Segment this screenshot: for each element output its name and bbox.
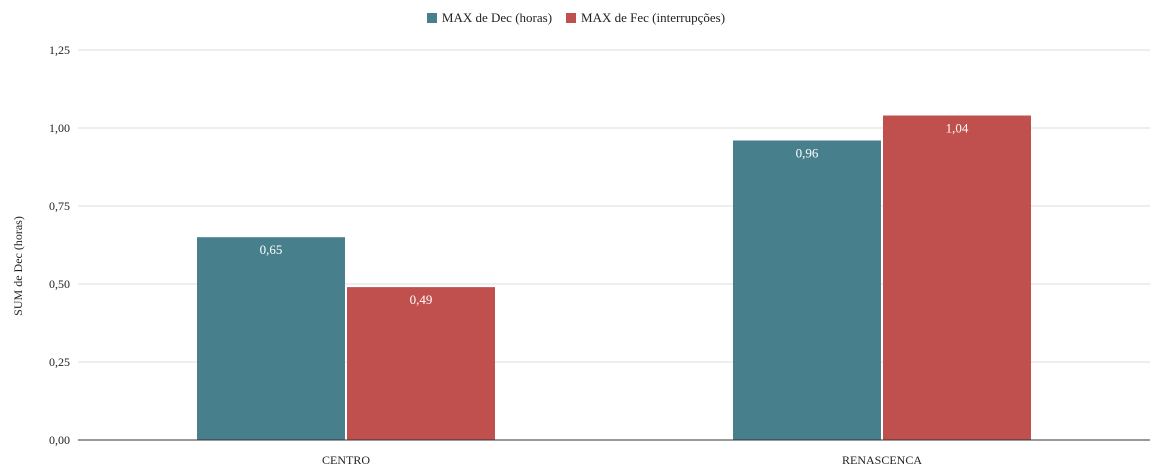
y-tick-label: 0,50 (49, 277, 70, 291)
data-label: 0,49 (410, 292, 433, 307)
bar (733, 140, 881, 441)
legend-label-dec: MAX de Dec (horas) (441, 10, 553, 25)
label-layer: 0,65 0,49 0,96 1,04 (260, 121, 969, 308)
y-tick-label: 1,25 (49, 43, 70, 57)
y-tick-label: 0,25 (49, 355, 70, 369)
bar (347, 287, 495, 440)
data-label: 0,96 (796, 145, 819, 160)
legend-item-fec: MAX de Fec (interrupções) (566, 10, 725, 26)
axis-layer: 0,00 0,25 0,50 0,75 1,00 1,25 CENTRO RENASCENCA (49, 43, 1150, 467)
y-tick-label: 1,00 (49, 121, 70, 135)
y-tick-label: 0,75 (49, 199, 70, 213)
bar-layer (197, 115, 1031, 441)
bar (197, 237, 345, 440)
legend: MAX de Dec (horas) MAX de Fec (interrupç… (0, 10, 1152, 26)
legend-label-fec: MAX de Fec (interrupções) (581, 10, 726, 25)
legend-swatch-fec (566, 13, 577, 23)
bar (883, 115, 1031, 441)
legend-swatch-dec (426, 13, 437, 23)
x-tick-label: CENTRO (322, 453, 370, 467)
y-axis-label: SUM de Dec (horas) (11, 216, 25, 316)
legend-item-dec: MAX de Dec (horas) (426, 10, 553, 26)
data-label: 0,65 (260, 242, 283, 257)
data-label: 1,04 (946, 121, 969, 136)
x-tick-label: RENASCENCA (842, 453, 922, 467)
y-tick-label: 0,00 (49, 433, 70, 447)
